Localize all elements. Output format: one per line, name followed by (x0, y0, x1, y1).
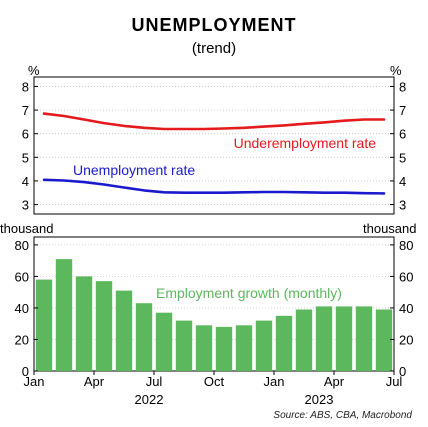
legend-unemployment: Unemployment rate (73, 162, 195, 178)
bottom-panel-bars (35, 259, 393, 371)
employment-growth-bar (55, 259, 73, 371)
employment-growth-bar (175, 320, 193, 371)
employment-growth-bar (215, 326, 233, 371)
x-tick-label: Jan (24, 374, 45, 389)
bottom-panel-ticks: 0 0 20 20 40 40 60 60 80 80 (15, 238, 414, 379)
year-label-2023: 2023 (305, 392, 334, 407)
top-panel-frame (33, 76, 395, 215)
bottom-right-tick-label: 60 (399, 269, 413, 284)
top-left-tick-label: 3 (22, 198, 29, 213)
x-tick-label: Oct (204, 374, 225, 389)
employment-growth-bar (75, 276, 93, 371)
bottom-right-tick-label: 80 (399, 238, 413, 253)
employment-growth-bar (335, 306, 353, 371)
employment-growth-bar (375, 309, 393, 371)
chart-title: UNEMPLOYMENT (132, 15, 297, 35)
bottom-left-unit: thousand (0, 221, 54, 236)
top-right-tick-label: 5 (399, 150, 406, 165)
employment-growth-bar (315, 306, 333, 371)
top-panel-series (42, 112, 386, 195)
bottom-left-tick-label: 40 (15, 301, 29, 316)
top-panel: 3 3 4 4 5 5 6 6 7 7 8 8 % % Underemployment rate Un… (22, 63, 406, 215)
bottom-right-tick-label: 20 (399, 332, 413, 347)
x-tick-label: Jan (264, 374, 285, 389)
chart-subtitle: (trend) (192, 40, 236, 57)
bottom-right-tick-label: 0 (399, 364, 406, 379)
bottom-right-tick-label: 40 (399, 301, 413, 316)
bottom-panel: 0 0 20 20 40 40 60 60 80 80 thousand thousand Emp… (0, 221, 417, 379)
year-label-2022: 2022 (135, 392, 164, 407)
employment-growth-bar (275, 315, 293, 371)
employment-growth-bar (295, 309, 313, 371)
top-left-tick-label: 7 (22, 103, 29, 118)
top-right-tick-label: 3 (399, 198, 406, 213)
top-left-unit: % (28, 63, 40, 78)
employment-growth-bar (155, 312, 173, 371)
bottom-left-tick-label: 0 (22, 364, 29, 379)
x-tick-label: Apr (324, 374, 345, 389)
bottom-right-unit: thousand (363, 221, 417, 236)
employment-growth-bar (115, 290, 133, 371)
employment-growth-bar (135, 303, 153, 371)
unemployment-rate-line (42, 178, 386, 195)
employment-growth-bar (95, 281, 113, 371)
top-right-tick-label: 7 (399, 103, 406, 118)
employment-growth-bar (235, 325, 253, 371)
x-tick-label: Jul (386, 374, 403, 389)
top-right-unit: % (390, 63, 402, 78)
top-left-tick-label: 5 (22, 150, 29, 165)
bottom-panel-grid (34, 244, 394, 340)
x-tick-label: Apr (84, 374, 105, 389)
legend-underemployment: Underemployment rate (234, 135, 377, 151)
x-axis-labels: Jan Apr Jul Oct Jan Apr Jul (24, 371, 403, 389)
bottom-left-tick-label: 60 (15, 269, 29, 284)
top-left-tick-label: 4 (22, 174, 29, 189)
employment-growth-bar (195, 325, 213, 371)
source-note: Source: ABS, CBA, Macrobond (273, 410, 412, 421)
top-panel-grid (34, 86, 394, 205)
top-left-tick-label: 6 (22, 127, 29, 142)
underemployment-rate-line (42, 112, 386, 131)
employment-growth-bar (355, 306, 373, 371)
top-right-tick-label: 6 (399, 127, 406, 142)
top-right-tick-label: 4 (399, 174, 406, 189)
bottom-left-tick-label: 20 (15, 332, 29, 347)
employment-growth-bar (35, 279, 53, 371)
top-panel-ticks: 3 3 4 4 5 5 6 6 7 7 8 8 (22, 79, 406, 212)
bottom-left-tick-label: 80 (15, 238, 29, 253)
employment-growth-bar (255, 320, 273, 371)
top-left-tick-label: 8 (22, 79, 29, 94)
bottom-panel-frame (33, 236, 395, 372)
x-tick-label: Jul (146, 374, 163, 389)
top-right-tick-label: 8 (399, 79, 406, 94)
legend-employment-growth: Employment growth (monthly) (156, 285, 342, 301)
